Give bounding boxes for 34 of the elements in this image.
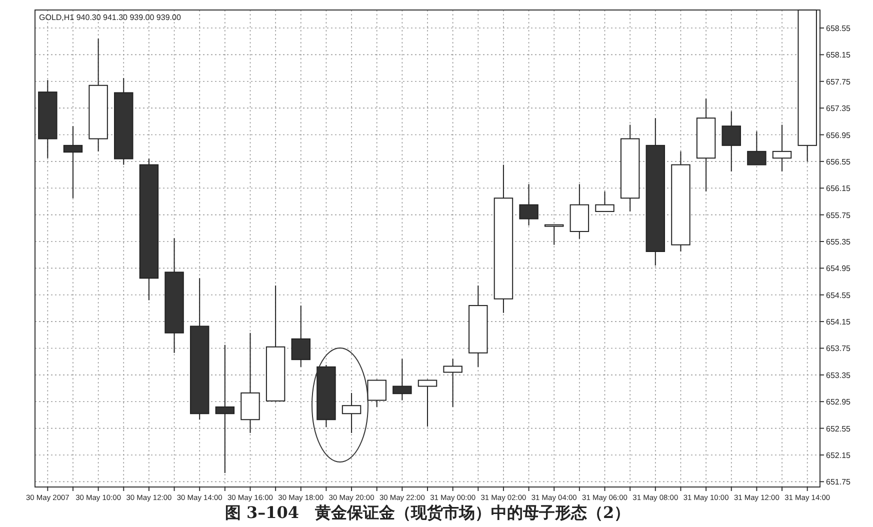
- candlestick: [291, 305, 311, 368]
- y-tick-label: 654.55: [826, 290, 852, 300]
- y-tick-label: 653.35: [826, 370, 852, 380]
- candlestick: [519, 184, 538, 226]
- candlestick: [544, 224, 564, 246]
- y-tick-label: 657.35: [826, 104, 852, 114]
- y-tick-label: 654.95: [826, 264, 852, 274]
- y-tick-label: 656.15: [826, 184, 852, 194]
- y-tick-label: 655.75: [826, 210, 852, 220]
- y-tick-label: 652.55: [826, 424, 852, 434]
- candlestick: [63, 126, 83, 199]
- candlestick: [367, 379, 386, 408]
- y-tick-label: 652.15: [826, 450, 852, 460]
- y-tick-label: 656.95: [826, 130, 852, 140]
- y-tick-label: 652.95: [826, 398, 852, 407]
- candlestick: [392, 358, 412, 401]
- y-tick-label: 651.75: [826, 478, 852, 487]
- candlestick: [772, 124, 792, 172]
- candlestick: [443, 358, 462, 408]
- y-tick-label: 658.55: [826, 24, 852, 34]
- candlestick: [595, 190, 614, 212]
- y-tick-label: 657.75: [826, 77, 852, 86]
- y-tick-label: 658.15: [826, 50, 852, 60]
- y-tick-label: 655.35: [826, 237, 852, 246]
- candlestick: [747, 130, 766, 166]
- y-tick-label: 653.75: [826, 344, 852, 354]
- candlestick: [722, 110, 741, 172]
- candlestick: [215, 344, 235, 474]
- annotation: GOLD,H1 940.30 941.30 939.00 939.00: [39, 13, 182, 22]
- y-tick-label: 656.55: [826, 157, 852, 166]
- candlestick: [342, 392, 362, 434]
- text: 图 3–104 黄金保证金（现货市场）中的母子形态（2）: [224, 503, 630, 522]
- y-tick-label: 654.15: [826, 318, 852, 327]
- candlestick: [418, 379, 438, 427]
